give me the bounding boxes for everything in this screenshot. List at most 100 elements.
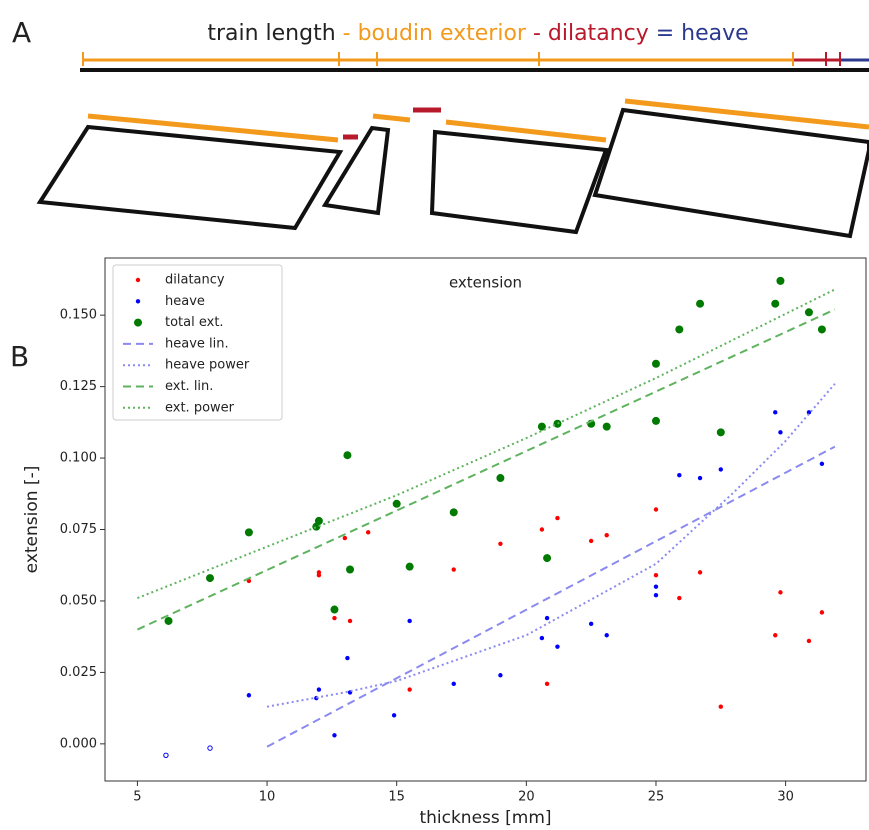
data-point <box>392 713 396 717</box>
x-tick-label: 20 <box>518 790 535 805</box>
data-point <box>677 596 681 600</box>
x-tick-label: 15 <box>388 790 405 805</box>
data-point <box>778 430 782 434</box>
data-point <box>498 673 502 677</box>
data-point <box>555 644 559 648</box>
data-point <box>805 308 813 316</box>
data-point <box>776 277 784 285</box>
panel-label: B <box>10 340 29 373</box>
data-point <box>605 533 609 537</box>
data-point <box>330 606 338 614</box>
data-point <box>652 417 660 425</box>
x-tick-label: 25 <box>648 790 665 805</box>
data-point <box>555 516 559 520</box>
y-tick-label: 0.100 <box>60 451 97 466</box>
data-point <box>343 536 347 540</box>
data-point <box>698 570 702 574</box>
x-tick-label: 30 <box>777 790 794 805</box>
equation-part: dilatancy <box>548 21 649 46</box>
dilatancy-gaps <box>343 110 441 137</box>
legend-label: total ext. <box>165 315 224 330</box>
data-point <box>696 300 704 308</box>
data-point <box>719 704 723 708</box>
y-tick-label: 0.000 <box>60 736 97 751</box>
data-point <box>818 325 826 333</box>
data-point <box>771 300 779 308</box>
x-axis-label: thickness [mm] <box>419 808 551 828</box>
data-point <box>719 467 723 471</box>
data-point <box>450 508 458 516</box>
data-point <box>315 517 323 525</box>
equation-part: = <box>649 21 681 46</box>
legend-swatch <box>136 278 140 282</box>
data-point <box>317 573 321 577</box>
data-point <box>540 527 544 531</box>
legend-swatch <box>136 299 140 303</box>
legend-label: heave power <box>165 358 250 373</box>
equation: train length - boudin exterior - dilatan… <box>207 21 748 46</box>
data-point <box>206 574 214 582</box>
data-point <box>407 687 411 691</box>
y-tick-label: 0.125 <box>60 379 97 394</box>
data-point <box>807 639 811 643</box>
equation-part: boudin exterior <box>358 21 527 46</box>
legend-label: heave lin. <box>165 336 229 351</box>
y-tick-label: 0.050 <box>60 593 97 608</box>
x-tick-label: 10 <box>259 790 276 805</box>
data-point <box>393 500 401 508</box>
data-point <box>452 567 456 571</box>
equation-part: heave <box>681 21 749 46</box>
data-point <box>589 622 593 626</box>
equation-part: - <box>336 21 358 46</box>
boudin-exteriors <box>88 101 869 140</box>
data-point <box>654 573 658 577</box>
data-point <box>332 616 336 620</box>
data-point <box>652 360 660 368</box>
x-tick-label: 5 <box>133 790 141 805</box>
data-point <box>773 410 777 414</box>
data-point <box>406 563 414 571</box>
data-point <box>366 530 370 534</box>
data-point <box>345 656 349 660</box>
y-tick-label: 0.025 <box>60 665 97 680</box>
data-point <box>553 420 561 428</box>
data-point <box>332 733 336 737</box>
data-point <box>677 473 681 477</box>
data-point <box>540 636 544 640</box>
legend-label: heave <box>165 294 205 309</box>
data-point <box>654 584 658 588</box>
figure: A train length - boudin exterior - dilat… <box>0 0 869 830</box>
chart-title: extension <box>449 274 522 292</box>
equation-part: - <box>526 21 548 46</box>
data-point <box>675 325 683 333</box>
data-point <box>346 566 354 574</box>
panel-a-diagram: A train length - boudin exterior - dilat… <box>12 16 869 236</box>
data-point <box>245 528 253 536</box>
panel-label: A <box>12 16 31 49</box>
legend-label: dilatancy <box>165 273 225 288</box>
data-point <box>407 619 411 623</box>
data-point <box>543 554 551 562</box>
data-point <box>317 687 321 691</box>
data-point <box>498 542 502 546</box>
y-tick-label: 0.150 <box>60 308 97 323</box>
data-point <box>545 682 549 686</box>
legend-label: ext. lin. <box>165 379 213 394</box>
data-point <box>820 462 824 466</box>
data-point <box>605 633 609 637</box>
equation-part: train length <box>207 21 335 46</box>
data-point <box>820 610 824 614</box>
data-point <box>343 451 351 459</box>
data-point <box>778 590 782 594</box>
legend-swatch <box>134 319 142 327</box>
data-point <box>603 423 611 431</box>
boudins <box>40 110 869 236</box>
data-point <box>165 617 173 625</box>
data-point <box>545 616 549 620</box>
legend-label: ext. power <box>165 400 235 415</box>
data-point <box>654 507 658 511</box>
data-point <box>654 593 658 597</box>
legend: dilatancy heave total ext. heave lin. heave … <box>113 265 282 420</box>
data-point <box>348 619 352 623</box>
